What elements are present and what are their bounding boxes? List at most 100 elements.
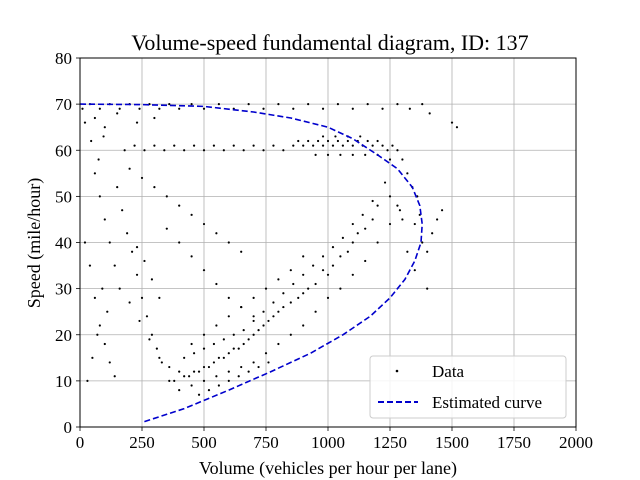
data-point [102, 135, 105, 138]
data-point [93, 116, 96, 120]
data-point [192, 144, 196, 147]
data-point [421, 103, 424, 106]
data-point [222, 356, 225, 359]
x-tick-label: 1000 [311, 433, 345, 452]
data-point [282, 292, 285, 295]
y-tick-label: 10 [55, 372, 72, 391]
data-point [103, 342, 106, 346]
data-point [86, 379, 89, 382]
data-point [158, 296, 161, 299]
data-point [314, 310, 317, 313]
data-point [252, 144, 255, 147]
data-point [321, 135, 325, 138]
data-point [267, 319, 270, 323]
data-point [272, 144, 275, 147]
data-point [376, 241, 379, 244]
data-point [163, 149, 166, 152]
data-point [168, 365, 171, 369]
data-point [190, 342, 193, 346]
data-point [145, 315, 149, 318]
data-point [98, 107, 101, 110]
data-point [97, 158, 100, 161]
data-point [103, 126, 106, 129]
x-tick-label: 0 [76, 433, 85, 452]
data-point [237, 375, 240, 378]
data-point [153, 186, 156, 189]
data-point [190, 384, 193, 387]
data-point [128, 167, 131, 170]
data-point [227, 296, 230, 299]
data-point [307, 287, 310, 290]
data-point [83, 121, 87, 124]
data-point [165, 195, 168, 198]
data-point [371, 199, 374, 203]
data-point [113, 375, 116, 378]
data-point [240, 250, 243, 253]
data-point [227, 241, 230, 244]
x-axis-label: Volume (vehicles per hour per lane) [199, 458, 457, 479]
data-point [113, 264, 116, 267]
data-point [289, 301, 292, 304]
data-point [336, 103, 340, 106]
data-point [140, 176, 144, 180]
data-point [121, 209, 124, 212]
data-point [98, 195, 101, 198]
data-point [336, 139, 340, 143]
data-point [359, 135, 362, 138]
legend: Data Estimated curve [369, 355, 567, 419]
data-point [302, 144, 305, 147]
data-point [207, 365, 211, 369]
data-point [272, 301, 275, 304]
axis-ticks: 0 250 500 750 1000 1250 1500 1750 2000 0 10 20 30 40 5… [55, 49, 593, 452]
data-point [381, 107, 384, 110]
data-point [207, 389, 211, 392]
estimated-curve-line [79, 103, 424, 424]
data-point [321, 107, 325, 110]
data-point [116, 186, 119, 189]
data-point [346, 139, 349, 143]
data-point [227, 315, 230, 318]
data-point [227, 379, 230, 382]
data-point [376, 139, 379, 143]
data-point [83, 241, 87, 244]
data-point [128, 301, 131, 304]
data-point [212, 361, 216, 364]
data-point [316, 139, 320, 143]
data-point [264, 352, 268, 355]
data-point [307, 103, 310, 106]
data-point [321, 269, 325, 272]
data-point [217, 356, 220, 359]
data-point [150, 278, 154, 281]
data-point [133, 144, 136, 147]
data-point [202, 379, 206, 382]
data-point [178, 389, 181, 392]
data-point [101, 287, 104, 290]
data-point [282, 305, 285, 309]
data-point [297, 296, 300, 299]
data-point [222, 149, 225, 152]
data-point [406, 172, 409, 175]
data-point [138, 319, 141, 323]
data-point [197, 370, 201, 373]
data-point [413, 222, 416, 226]
data-point [212, 144, 216, 147]
data-point [202, 347, 206, 350]
data-point [153, 116, 156, 120]
data-point [371, 144, 374, 147]
data-point [240, 365, 243, 369]
x-tick-label: 1750 [497, 433, 531, 452]
data-point [252, 361, 255, 364]
x-tick-label: 1500 [435, 433, 469, 452]
data-point [440, 209, 444, 212]
data-point [371, 218, 374, 221]
data-point [383, 181, 387, 184]
data-point [242, 149, 245, 152]
data-point [150, 333, 154, 336]
data-point [153, 144, 156, 147]
data-point [240, 305, 243, 309]
data-point [413, 269, 416, 272]
data-point [312, 264, 315, 267]
y-tick-label: 20 [55, 326, 72, 345]
data-point [262, 107, 265, 110]
data-point [408, 107, 411, 110]
